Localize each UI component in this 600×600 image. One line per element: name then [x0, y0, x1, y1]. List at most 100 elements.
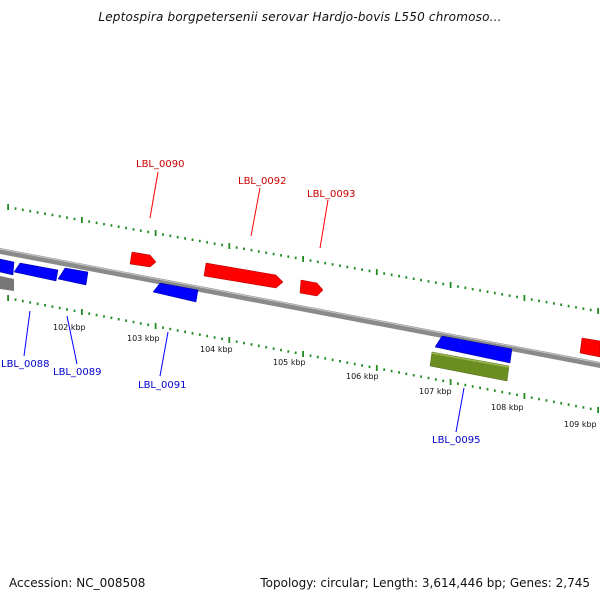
- outer-track-minor-tick: [213, 242, 216, 245]
- outer-track-minor-tick: [198, 239, 201, 243]
- inner-track-minor-tick: [206, 334, 209, 338]
- inner-track-minor-tick: [162, 326, 164, 329]
- outer-track-minor-tick: [221, 243, 223, 247]
- gene-label-LBL_0090: LBL_0090: [136, 159, 184, 170]
- inner-track-major-tick: [7, 295, 9, 301]
- scale-label-108kbp: 108 kbp: [491, 403, 524, 412]
- inner-track-major-tick: [81, 309, 83, 315]
- outer-track-minor-tick: [486, 290, 489, 293]
- outer-track-minor-tick: [272, 252, 275, 256]
- outer-track-major-tick: [154, 230, 157, 236]
- outer-track-minor-tick: [471, 287, 474, 291]
- outer-track-minor-tick: [309, 259, 312, 262]
- inner-track-minor-tick: [309, 354, 312, 357]
- outer-track-minor-tick: [110, 224, 113, 227]
- inner-track-major-tick: [523, 393, 526, 399]
- inner-track-minor-tick: [560, 402, 563, 405]
- inner-track-minor-tick: [575, 404, 577, 408]
- gene-LBL_0092[interactable]: [203, 262, 284, 289]
- scale-label-104kbp: 104 kbp: [200, 345, 233, 354]
- inner-track-minor-tick: [257, 344, 260, 348]
- inner-track-minor-tick: [294, 351, 297, 355]
- inner-track-minor-tick: [66, 308, 68, 311]
- inner-track-minor-tick: [147, 323, 150, 327]
- outer-track-minor-tick: [383, 272, 386, 275]
- gene-LBL_0088[interactable]: [0, 258, 15, 276]
- outer-track-major-tick: [81, 217, 83, 223]
- inner-track-minor-tick: [139, 322, 142, 325]
- outer-track-minor-tick: [243, 247, 245, 251]
- outer-track-minor-tick: [368, 269, 371, 273]
- outer-track-major-tick: [228, 243, 231, 249]
- gene-LBL_0090[interactable]: [129, 251, 157, 268]
- outer-track-minor-tick: [132, 228, 135, 231]
- inner-track-minor-tick: [184, 330, 186, 334]
- outer-track-minor-tick: [265, 251, 268, 254]
- inner-track-minor-tick: [405, 372, 408, 376]
- outer-track-minor-tick: [567, 304, 570, 308]
- inner-track-minor-tick: [287, 350, 290, 353]
- inner-track-minor-tick: [265, 346, 268, 349]
- inner-track-minor-tick: [324, 357, 327, 360]
- outer-track-minor-tick: [287, 255, 290, 258]
- outer-track-minor-tick: [250, 248, 253, 252]
- outer-track-minor-tick: [103, 222, 105, 226]
- inner-track-minor-tick: [110, 316, 113, 320]
- scale-label-109kbp: 109 kbp: [564, 420, 597, 429]
- outer-track-minor-tick: [560, 303, 563, 306]
- outer-track-major-tick: [597, 308, 599, 314]
- inner-track-minor-tick: [567, 403, 570, 406]
- outer-track-minor-tick: [280, 254, 282, 257]
- gene-offscreen-right[interactable]: [579, 337, 600, 358]
- inner-track-minor-tick: [398, 371, 400, 374]
- inner-track-minor-tick: [169, 327, 172, 331]
- gene-label-LBL_0091: LBL_0091: [138, 380, 186, 391]
- inner-track-minor-tick: [516, 393, 518, 397]
- outer-track-minor-tick: [464, 286, 467, 290]
- outer-track-minor-tick: [51, 213, 54, 217]
- outer-track-minor-tick: [184, 237, 186, 240]
- outer-track-minor-tick: [176, 235, 179, 239]
- outer-track-minor-tick: [169, 234, 172, 238]
- outer-track-minor-tick: [339, 264, 341, 267]
- gene-LBL_0091[interactable]: [152, 282, 199, 303]
- inner-track-minor-tick: [132, 320, 135, 324]
- outer-track-minor-tick: [589, 308, 592, 312]
- outer-track-minor-tick: [412, 277, 415, 280]
- gene-LBL_0093[interactable]: [299, 279, 324, 297]
- gene-LBL_0089b[interactable]: [57, 267, 89, 286]
- outer-track-minor-tick: [191, 238, 194, 241]
- outer-track-minor-tick: [434, 281, 437, 284]
- inner-track-major-tick: [228, 337, 231, 343]
- outer-track-minor-tick: [58, 215, 61, 218]
- outer-track-minor-tick: [29, 209, 32, 213]
- gene-LBL_0095[interactable]: [434, 335, 513, 364]
- inner-track-minor-tick: [493, 389, 496, 392]
- inner-track-minor-tick: [58, 306, 61, 310]
- inner-track-minor-tick: [88, 312, 91, 315]
- gene-label-LBL_0092: LBL_0092: [238, 176, 286, 187]
- inner-track-minor-tick: [346, 361, 349, 364]
- feature-olive[interactable]: [429, 351, 510, 382]
- inner-track-minor-tick: [508, 392, 511, 395]
- inner-track-minor-tick: [280, 348, 282, 352]
- inner-track-minor-tick: [420, 375, 422, 378]
- outer-track-minor-tick: [235, 246, 238, 249]
- inner-track-minor-tick: [589, 407, 592, 411]
- inner-track-minor-tick: [486, 388, 489, 391]
- outer-track-minor-tick: [508, 294, 511, 297]
- inner-track-minor-tick: [272, 347, 275, 350]
- inner-track-minor-tick: [73, 309, 76, 313]
- scale-label-107kbp: 107 kbp: [419, 387, 452, 396]
- gene-label-LBL_0088: LBL_0088: [1, 359, 49, 370]
- gene-label-LBL_0093: LBL_0093: [307, 189, 355, 200]
- inner-track-minor-tick: [117, 318, 120, 321]
- outer-track-minor-tick: [44, 212, 46, 215]
- inner-track-minor-tick: [250, 343, 253, 346]
- inner-tick-track: [7, 295, 599, 413]
- inner-track-major-tick: [449, 379, 452, 385]
- inner-track-minor-tick: [51, 305, 54, 308]
- inner-track-minor-tick: [479, 386, 481, 390]
- inner-track-major-tick: [302, 351, 304, 357]
- gene-LBL_0089[interactable]: [13, 262, 59, 282]
